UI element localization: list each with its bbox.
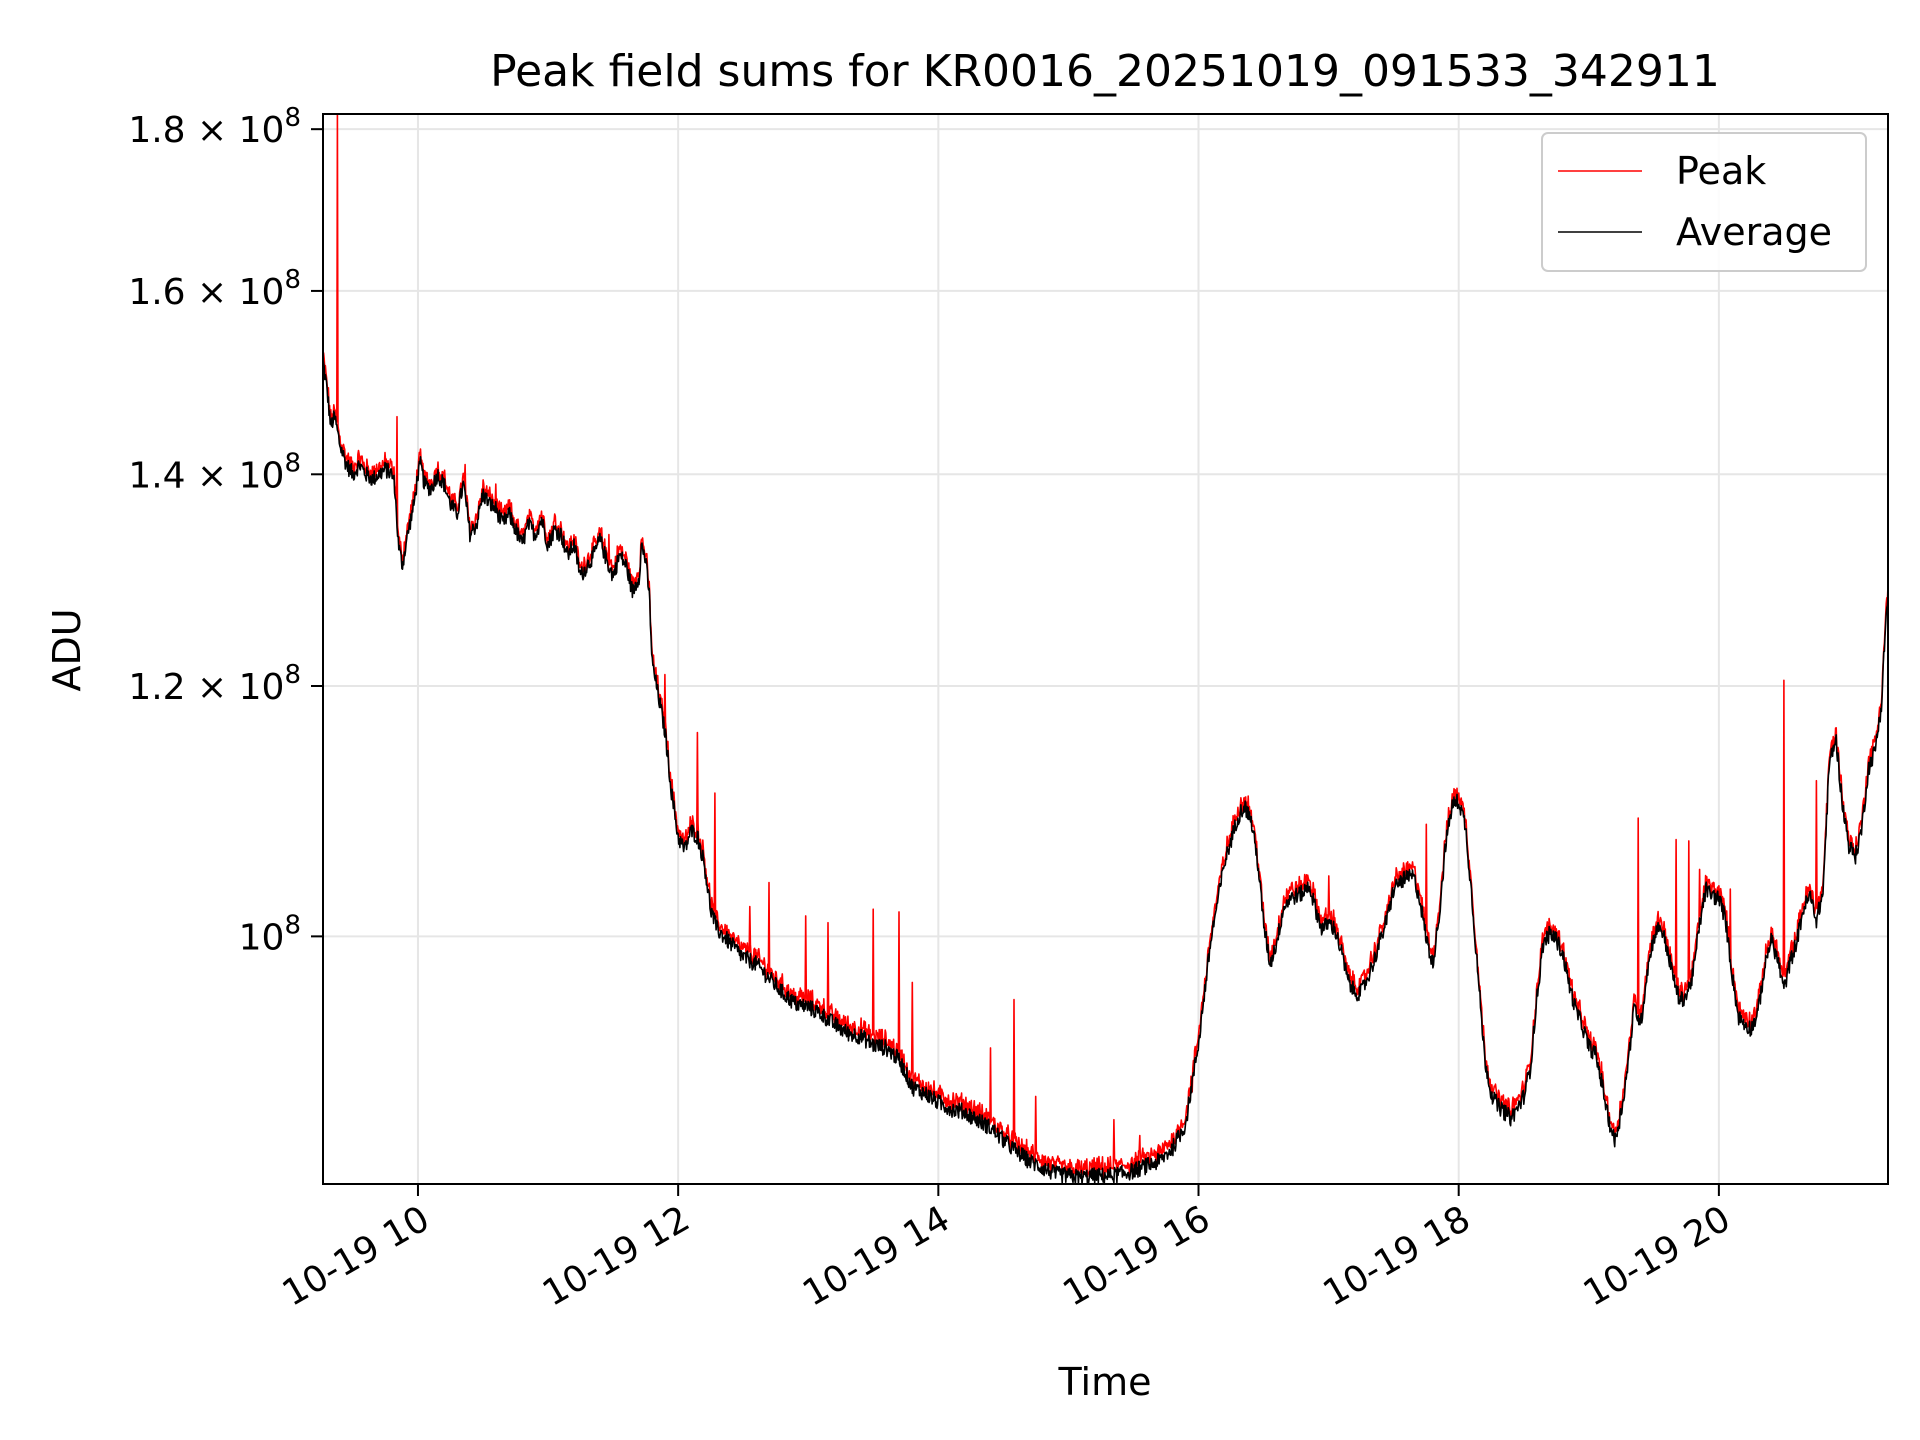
legend-label-average: Average: [1676, 210, 1832, 254]
y-tick-label: 108: [239, 910, 301, 958]
series-average: [322, 358, 1889, 1185]
y-tick-label: 1.2 × 108: [128, 660, 301, 708]
plot-frame: [322, 113, 1889, 1185]
y-tick-label: 1.4 × 108: [128, 448, 301, 496]
x-axis-label: Time: [1058, 1360, 1152, 1404]
y-tick-label: 1.8 × 108: [128, 103, 301, 151]
legend-box: [1541, 132, 1867, 272]
legend: Peak Average: [1541, 132, 1867, 272]
y-axis-label: ADU: [45, 608, 89, 691]
y-tick-label: 1.6 × 108: [128, 265, 301, 313]
series-line-average: [322, 358, 1889, 1185]
legend-label-peak: Peak: [1676, 149, 1766, 193]
grid-lines: [323, 114, 1888, 1184]
chart-title: Peak field sums for KR0016_20251019_0915…: [490, 46, 1720, 97]
y-axis: 108 1.2 × 108 1.4 × 108 1.6 × 108 1.8 × 108: [128, 103, 323, 958]
